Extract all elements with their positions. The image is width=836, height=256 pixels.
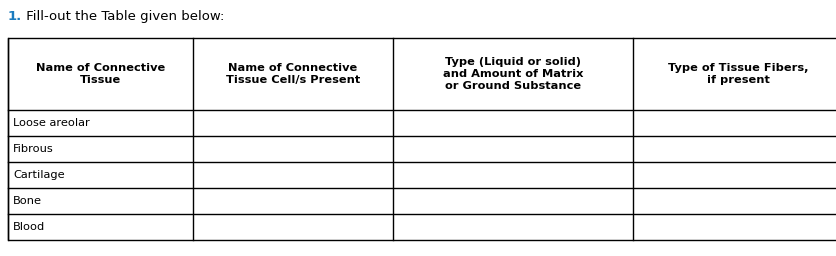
Text: Fill-out the Table given below:: Fill-out the Table given below: bbox=[22, 10, 224, 23]
Bar bbox=[8, 38, 836, 240]
Text: Bone: Bone bbox=[13, 196, 42, 206]
Text: Name of Connective
Tissue: Name of Connective Tissue bbox=[36, 63, 166, 85]
Text: 1.: 1. bbox=[8, 10, 23, 23]
Text: Type of Tissue Fibers,
if present: Type of Tissue Fibers, if present bbox=[668, 63, 808, 85]
Text: Name of Connective
Tissue Cell/s Present: Name of Connective Tissue Cell/s Present bbox=[226, 63, 360, 85]
Text: Fibrous: Fibrous bbox=[13, 144, 54, 154]
Text: Type (Liquid or solid)
and Amount of Matrix
or Ground Substance: Type (Liquid or solid) and Amount of Mat… bbox=[443, 57, 584, 91]
Text: Cartilage: Cartilage bbox=[13, 170, 64, 180]
Text: Loose areolar: Loose areolar bbox=[13, 118, 89, 128]
Text: Blood: Blood bbox=[13, 222, 45, 232]
